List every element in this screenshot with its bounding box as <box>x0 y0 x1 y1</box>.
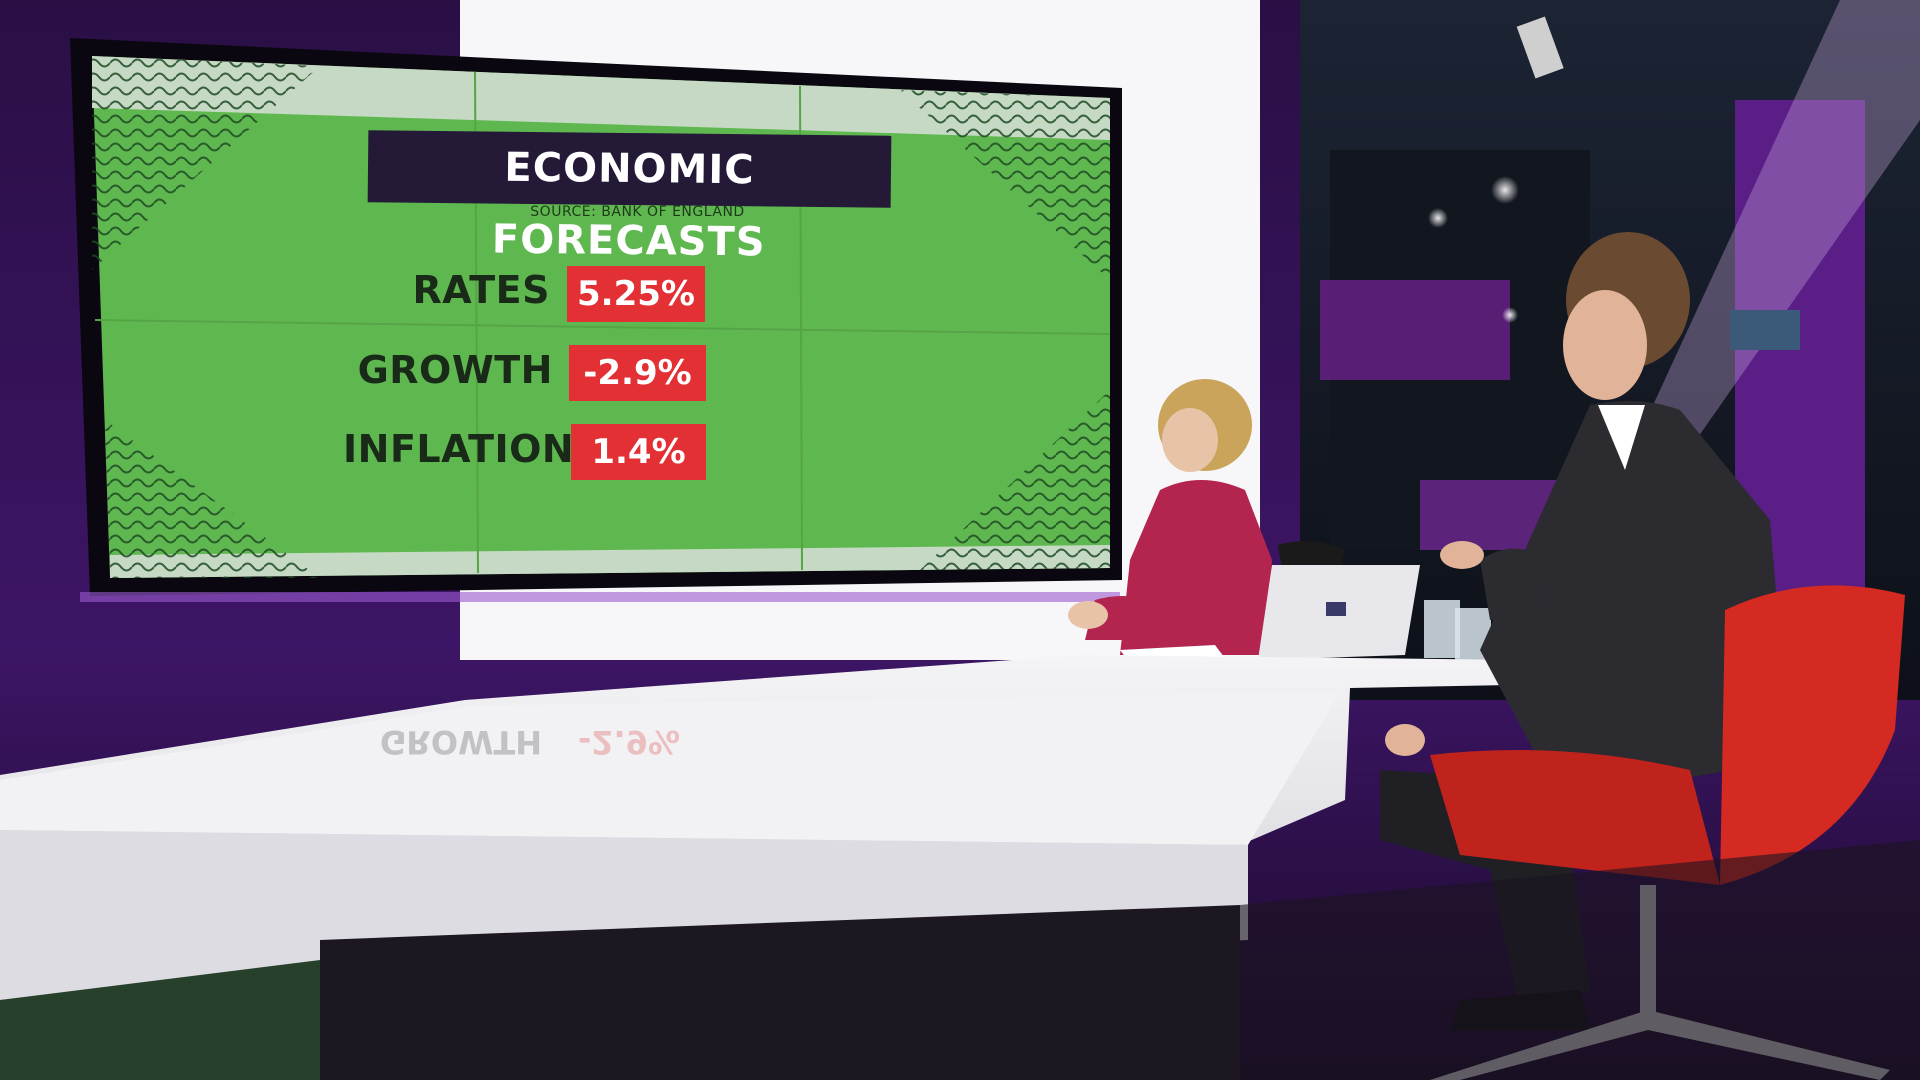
growth-label: GROWTH <box>357 348 553 392</box>
desk-base <box>320 905 1240 1080</box>
growth-value-badge: -2.9% <box>569 345 706 401</box>
note-pattern-top-left <box>92 56 320 270</box>
banknote-band-top <box>92 56 1110 140</box>
studio-floor <box>1240 840 1920 1080</box>
desk-base-shadow <box>0 960 320 1080</box>
rates-label: RATES <box>412 268 550 312</box>
screen-seam <box>94 319 1111 335</box>
presenter-chair <box>1278 541 1345 570</box>
inflation-label: INFLATION <box>343 427 575 471</box>
presenter-woman <box>1068 379 1272 655</box>
desk-reflection-value: -2.9% <box>578 723 681 761</box>
laptop-logo <box>1326 602 1346 616</box>
desk-front <box>0 830 1248 1000</box>
light-beam <box>1600 0 1920 520</box>
note-pattern-top-right <box>900 90 1110 280</box>
rates-value-badge: 5.25% <box>567 266 705 322</box>
ceiling-bracket <box>1516 16 1564 79</box>
purple-panel <box>1320 280 1510 380</box>
graphic-title: ECONOMIC FORECASTS <box>367 130 892 265</box>
inflation-value-badge: 1.4% <box>571 424 706 480</box>
ceiling-light <box>1491 176 1519 204</box>
note-pattern-bottom-left <box>105 420 320 578</box>
desk-reflection-label: GROWTH <box>380 723 543 761</box>
ceiling-light <box>1502 307 1518 323</box>
desk-top-surface <box>0 692 1340 845</box>
screen-underglow <box>80 592 1120 602</box>
note-pattern-bottom-right <box>920 390 1110 570</box>
ceiling-light <box>1428 208 1448 228</box>
water-glass <box>1424 600 1460 658</box>
monitor-in-background <box>1730 310 1800 350</box>
banknote-band-bottom <box>110 545 1110 578</box>
graphic-source: SOURCE: BANK OF ENGLAND <box>530 204 745 220</box>
